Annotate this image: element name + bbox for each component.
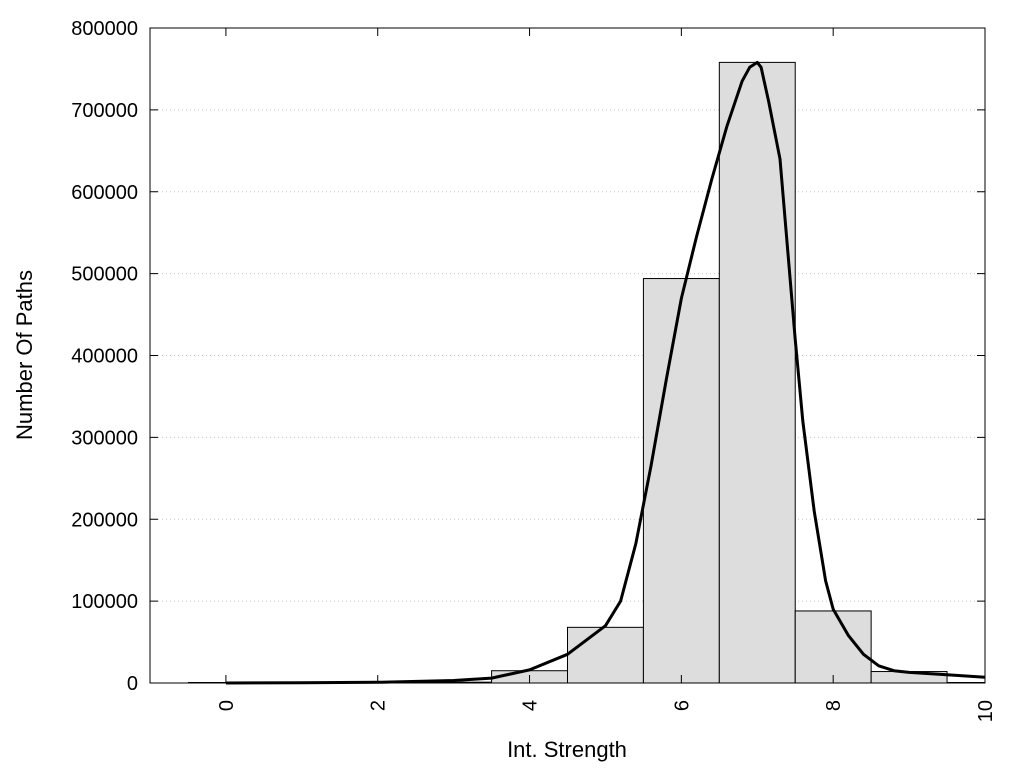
y-tick-label-7: 700000	[71, 100, 138, 122]
y-tick-label-6: 600000	[71, 182, 138, 204]
x-tick-label-1: 2	[368, 700, 390, 711]
x-tick-label-4: 8	[823, 700, 845, 711]
density-curve	[225, 60, 986, 685]
y-tick-label-0: 0	[127, 673, 138, 695]
density-curve-path	[225, 60, 986, 685]
x-tick-label-2: 4	[520, 700, 542, 711]
axis-ticks: 0 100000 200000 300000 400000 500000 600000 700…	[71, 18, 997, 722]
x-tick-label-5: 10	[975, 700, 997, 722]
y-tick-label-3: 300000	[71, 427, 138, 449]
histogram-bar-5	[567, 626, 644, 684]
y-tick-label-8: 800000	[71, 18, 138, 40]
histogram-bars	[187, 61, 985, 684]
x-tick-label-0: 0	[216, 700, 238, 711]
x-axis-title: Int. Strength	[507, 737, 627, 762]
y-tick-label-5: 500000	[71, 264, 138, 286]
grid-lines	[150, 109, 985, 602]
y-tick-label-2: 200000	[71, 509, 138, 531]
plot-frame	[149, 27, 986, 684]
histogram-bar-8	[794, 610, 872, 684]
y-axis-title: Number Of Paths	[12, 270, 37, 440]
y-tick-label-1: 100000	[71, 591, 138, 613]
x-tick-label-3: 6	[671, 700, 693, 711]
y-tick-label-4: 400000	[71, 346, 138, 368]
histogram-bar-6	[642, 278, 720, 684]
plot-border	[149, 27, 986, 684]
histogram-bar-7	[718, 61, 796, 684]
